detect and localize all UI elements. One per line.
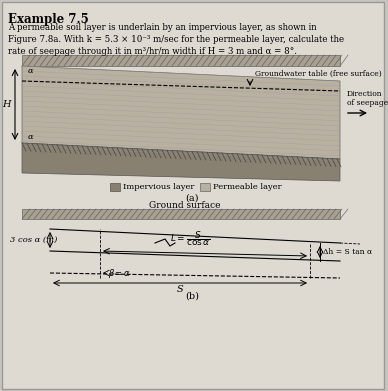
Text: 3 cos α (m): 3 cos α (m) (10, 236, 57, 244)
Text: α: α (28, 133, 34, 141)
Polygon shape (22, 143, 340, 181)
Text: $L = \dfrac{S}{\cos\alpha}$: $L = \dfrac{S}{\cos\alpha}$ (170, 229, 210, 248)
Text: H: H (2, 100, 11, 109)
Bar (200, 183, 210, 191)
Text: A permeable soil layer is underlain by an impervious layer, as shown in
Figure 7: A permeable soil layer is underlain by a… (8, 23, 344, 56)
Text: Δh = S tan α: Δh = S tan α (323, 248, 372, 256)
Text: Ground surface: Ground surface (149, 201, 221, 210)
Text: Example 7.5: Example 7.5 (8, 13, 89, 26)
Text: (a): (a) (185, 194, 199, 203)
Polygon shape (22, 66, 340, 159)
Text: α: α (28, 67, 34, 75)
Text: S: S (177, 285, 183, 294)
Text: Groundwater table (free surface): Groundwater table (free surface) (255, 70, 382, 78)
Bar (22, 209, 340, 219)
Text: $\beta = \alpha$: $\beta = \alpha$ (108, 267, 131, 280)
Bar (22, 55, 340, 66)
Text: Direction
of seepage: Direction of seepage (347, 90, 388, 107)
Bar (110, 183, 120, 191)
FancyBboxPatch shape (2, 2, 384, 389)
Text: Impervious layer: Impervious layer (123, 183, 194, 191)
Text: (b): (b) (185, 292, 199, 301)
Text: Permeable layer: Permeable layer (213, 183, 282, 191)
